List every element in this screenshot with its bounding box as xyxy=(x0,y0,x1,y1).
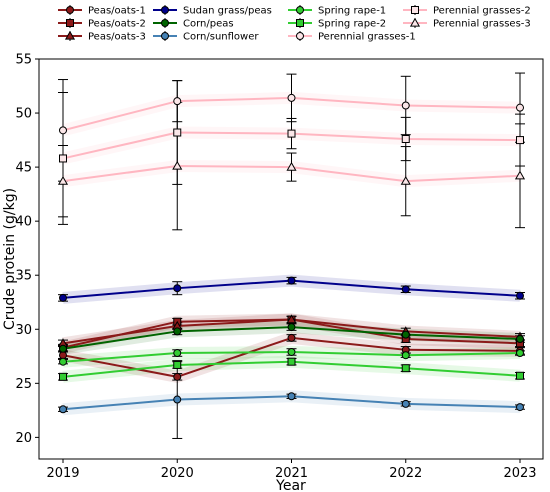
data-point xyxy=(516,403,524,412)
data-point xyxy=(401,364,410,373)
data-point xyxy=(59,293,67,302)
legend-label: Spring rape-2 xyxy=(318,19,386,30)
data-point xyxy=(173,97,182,106)
legend-marker xyxy=(296,6,304,14)
legend-item: Corn/sunflower xyxy=(153,31,259,43)
data-point xyxy=(287,323,296,332)
data-point xyxy=(401,351,410,360)
x-axis-label: Year xyxy=(275,478,306,492)
x-tick-label: 2022 xyxy=(389,466,422,481)
y-tick-label: 25 xyxy=(15,377,32,392)
data-point xyxy=(173,128,182,137)
y-tick-label: 40 xyxy=(15,215,32,230)
data-point xyxy=(59,126,67,135)
x-tick-label: 2019 xyxy=(46,466,79,481)
data-point xyxy=(59,372,67,381)
legend-marker xyxy=(64,30,76,40)
legend-label: Peas/oats-1 xyxy=(88,6,146,17)
data-point xyxy=(173,395,182,404)
legend-marker xyxy=(409,17,421,27)
legend-label: Peas/oats-3 xyxy=(88,32,146,43)
y-tick-label: 45 xyxy=(15,161,32,176)
legend-item: Peas/oats-1 xyxy=(58,5,146,17)
y-tick-label: 55 xyxy=(15,53,32,68)
y-tick-label: 50 xyxy=(15,107,32,122)
data-point xyxy=(514,170,526,180)
data-point xyxy=(400,175,411,185)
legend-label: Corn/peas xyxy=(183,19,234,30)
data-point xyxy=(401,285,410,294)
data-point xyxy=(59,154,67,163)
legend-item: Peas/oats-2 xyxy=(58,18,146,30)
data-point xyxy=(516,103,524,112)
data-point xyxy=(287,392,296,401)
data-point xyxy=(287,357,296,366)
x-axis: 2019 2020 2021 2022 2023 xyxy=(46,459,537,481)
data-point xyxy=(401,399,410,408)
legend-marker xyxy=(161,32,169,40)
data-point xyxy=(286,314,297,324)
data-point xyxy=(516,136,524,145)
legend-label: Corn/sunflower xyxy=(183,32,259,43)
data-point xyxy=(287,347,296,356)
legend-marker xyxy=(296,32,304,40)
data-point xyxy=(287,93,296,102)
data-point xyxy=(516,335,524,343)
legend-marker xyxy=(161,19,169,27)
data-point xyxy=(173,372,182,381)
y-axis: 20 25 30 35 40 45 50 55 xyxy=(15,53,39,446)
legend-label: Peas/oats-2 xyxy=(88,19,146,30)
legend-item: Sudan grass/peas xyxy=(153,5,272,17)
data-point xyxy=(173,360,182,369)
data-point xyxy=(59,351,67,360)
legend: Peas/oats-1 Peas/oats-2 Peas/oats-3 Sudan g… xyxy=(58,5,531,43)
legend-marker xyxy=(411,6,419,14)
legend-item: Corn/peas xyxy=(153,18,234,30)
legend-label: Sudan grass/peas xyxy=(183,6,272,17)
data-point xyxy=(172,160,183,170)
data-point xyxy=(173,284,182,293)
data-point xyxy=(516,371,524,380)
legend-label: Perennial grasses-3 xyxy=(433,19,531,30)
legend-item: Spring rape-1 xyxy=(288,5,386,17)
legend-item: Perennial grasses-1 xyxy=(288,31,416,43)
x-tick-label: 2023 xyxy=(503,466,536,481)
legend-label: Spring rape-1 xyxy=(318,6,386,17)
data-point xyxy=(286,161,297,171)
legend-marker xyxy=(161,6,169,14)
legend-item: Spring rape-2 xyxy=(288,18,386,30)
y-tick-label: 20 xyxy=(15,431,32,446)
legend-item: Peas/oats-3 xyxy=(58,30,146,43)
legend-item: Perennial grasses-3 xyxy=(403,17,531,30)
data-point xyxy=(401,135,410,143)
y-tick-label: 35 xyxy=(15,269,32,284)
legend-marker xyxy=(66,6,74,14)
data-point xyxy=(59,357,67,366)
data-point xyxy=(59,405,67,414)
data-point xyxy=(287,276,296,285)
data-point xyxy=(57,175,69,185)
data-point xyxy=(516,349,524,358)
data-point xyxy=(401,330,410,339)
data-point xyxy=(173,327,182,336)
legend-marker xyxy=(66,19,74,27)
data-point xyxy=(287,333,296,342)
data-point xyxy=(516,291,524,300)
error-bars xyxy=(58,72,525,439)
y-tick-label: 30 xyxy=(15,323,32,338)
data-point xyxy=(59,344,67,353)
data-markers xyxy=(57,93,526,414)
legend-item: Perennial grasses-2 xyxy=(403,5,531,17)
x-tick-label: 2020 xyxy=(161,466,194,481)
y-axis-label: Crude protein (g/kg) xyxy=(2,188,18,330)
data-point xyxy=(173,349,182,358)
legend-label: Perennial grasses-1 xyxy=(318,32,416,43)
data-point xyxy=(401,101,410,110)
legend-label: Perennial grasses-2 xyxy=(433,6,531,17)
x-tick-label: 2021 xyxy=(275,466,308,481)
legend-marker xyxy=(296,19,304,27)
data-point xyxy=(287,129,296,138)
